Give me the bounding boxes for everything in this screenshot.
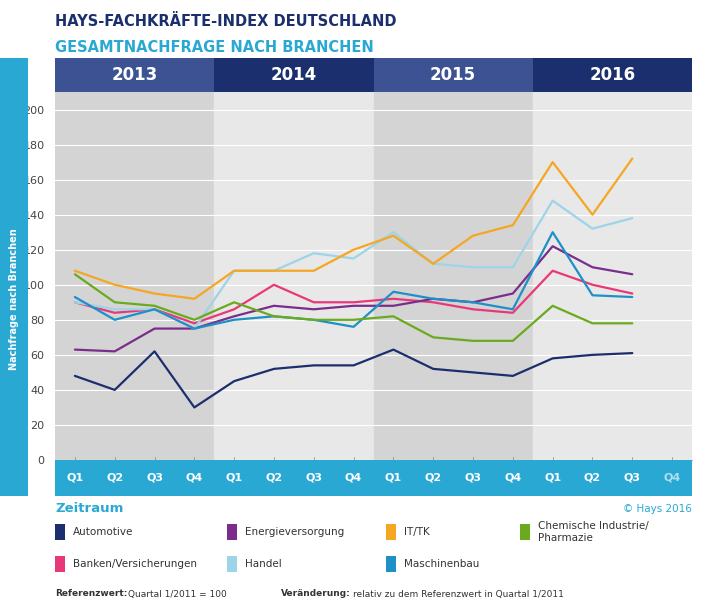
Bar	[214, 92, 373, 460]
Text: Q2: Q2	[425, 473, 442, 483]
Text: Banken/Versicherungen: Banken/Versicherungen	[73, 559, 197, 569]
Text: Q2: Q2	[266, 473, 283, 483]
Text: Q1: Q1	[385, 473, 402, 483]
Bar	[386, 524, 396, 540]
Text: Chemische Industrie/
Pharmazie: Chemische Industrie/ Pharmazie	[538, 521, 649, 543]
Text: Q3: Q3	[464, 473, 481, 483]
Bar	[373, 58, 532, 92]
Bar	[214, 58, 373, 92]
Text: Q4: Q4	[345, 473, 362, 483]
Text: Nachfrage nach Branchen: Nachfrage nach Branchen	[9, 228, 19, 370]
Text: 2013: 2013	[111, 66, 158, 84]
Text: 2014: 2014	[271, 66, 317, 84]
Text: Handel: Handel	[245, 559, 282, 569]
Text: Automotive: Automotive	[73, 527, 133, 537]
Bar	[386, 556, 396, 572]
Bar	[227, 524, 237, 540]
Text: Quartal 1/2011 = 100: Quartal 1/2011 = 100	[129, 589, 227, 599]
Bar	[532, 92, 692, 460]
Bar	[55, 556, 65, 572]
Bar	[520, 524, 530, 540]
Text: Q4: Q4	[663, 473, 681, 483]
Text: Veränderung:: Veränderung:	[281, 589, 351, 599]
Text: 2015: 2015	[430, 66, 476, 84]
Text: IT/TK: IT/TK	[404, 527, 430, 537]
Text: 2016: 2016	[589, 66, 635, 84]
Text: relativ zu dem Referenzwert in Quartal 1/2011: relativ zu dem Referenzwert in Quartal 1…	[353, 589, 564, 599]
Bar	[373, 92, 532, 460]
Text: Q3: Q3	[624, 473, 641, 483]
Bar	[55, 92, 214, 460]
Text: Q3: Q3	[146, 473, 163, 483]
Bar	[532, 58, 692, 92]
Text: Q1: Q1	[544, 473, 561, 483]
Text: Maschinenbau: Maschinenbau	[404, 559, 479, 569]
Text: Q2: Q2	[584, 473, 601, 483]
Text: HAYS-FACHKRÄFTE-INDEX DEUTSCHLAND: HAYS-FACHKRÄFTE-INDEX DEUTSCHLAND	[55, 15, 396, 29]
Text: Q2: Q2	[106, 473, 124, 483]
Text: GESAMTNACHFRAGE NACH BRANCHEN: GESAMTNACHFRAGE NACH BRANCHEN	[55, 40, 373, 54]
Text: © Hays 2016: © Hays 2016	[623, 504, 692, 514]
Text: Q1: Q1	[226, 473, 243, 483]
Text: Zeitraum: Zeitraum	[55, 502, 124, 515]
Bar	[227, 556, 237, 572]
Text: Q4: Q4	[186, 473, 203, 483]
Bar	[55, 524, 65, 540]
Text: Q4: Q4	[504, 473, 521, 483]
Text: Referenzwert:: Referenzwert:	[55, 589, 127, 599]
Text: Energieversorgung: Energieversorgung	[245, 527, 344, 537]
Text: Q1: Q1	[66, 473, 84, 483]
Bar	[55, 58, 214, 92]
Text: Q3: Q3	[305, 473, 322, 483]
